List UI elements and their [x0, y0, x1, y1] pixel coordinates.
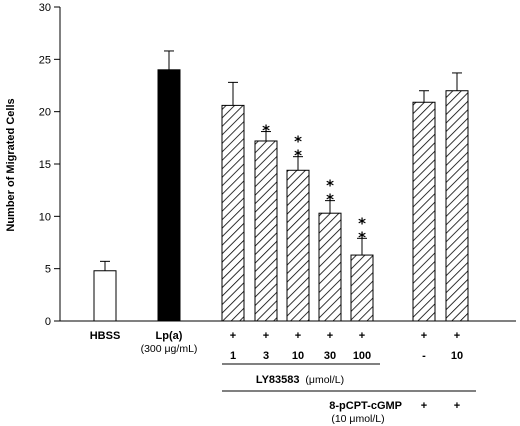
bar [93, 270, 117, 322]
cgmp-unit: (10 μmol/L) [331, 413, 384, 425]
bar [318, 212, 342, 322]
y-tick-label: 30 [39, 2, 51, 14]
bar [286, 169, 310, 322]
ly-dose: - [422, 350, 426, 362]
bars: ******* [93, 50, 469, 322]
ly-sign: + [263, 330, 269, 342]
x-labels: HBSS Lp(a)(300 μg/mL) +1 +3 +10 +30 +100 + - + +10… [90, 330, 463, 412]
bar [445, 90, 469, 322]
ly-unit: (μmol/L) [305, 374, 344, 386]
y-tick-label: 10 [39, 211, 51, 223]
y-tick-label: 20 [39, 107, 51, 119]
ly-sign: + [359, 330, 365, 342]
ly-dose: 10 [292, 350, 304, 362]
significance-marker: * [326, 177, 334, 195]
x-category-label: HBSS [90, 330, 121, 342]
ly-dose: 10 [451, 350, 463, 362]
ly-sign: + [295, 330, 301, 342]
ly-sign: + [327, 330, 333, 342]
significance-marker: * [294, 133, 302, 151]
ly-name: LY83583 [256, 374, 300, 386]
y-tick-label: 15 [39, 159, 51, 171]
x-category-sublabel: (300 μg/mL) [141, 343, 198, 355]
bar [412, 101, 436, 322]
bar [157, 69, 181, 322]
ly-dose: 1 [230, 350, 236, 362]
ly-dose: 3 [263, 350, 269, 362]
ly-sign: + [454, 330, 460, 342]
cgmp-group-label: 8-pCPT-cGMP [329, 400, 402, 412]
significance-marker: * [358, 228, 366, 246]
significance-marker: * [358, 214, 366, 232]
y-axis-label: Number of Migrated Cells [5, 98, 17, 231]
significance-marker: * [294, 147, 302, 165]
cgmp-sign: + [421, 400, 427, 412]
significance-marker: * [262, 122, 270, 140]
ly-dose: 100 [353, 350, 371, 362]
bar [221, 104, 245, 322]
bar [350, 254, 374, 322]
axes: 0 5 10 15 20 25 30 [39, 2, 516, 328]
significance-marker: * [326, 191, 334, 209]
x-category-label: Lp(a) [156, 330, 183, 342]
ly-group-label: LY83583 (μmol/L) [256, 374, 344, 386]
ly-sign: + [421, 330, 427, 342]
y-tick-label: 25 [39, 54, 51, 66]
bar [254, 140, 278, 322]
ly-dose: 30 [324, 350, 336, 362]
ly-sign: + [230, 330, 236, 342]
cgmp-sign: + [454, 400, 460, 412]
y-tick-label: 0 [45, 316, 51, 328]
y-tick-label: 5 [45, 264, 51, 276]
